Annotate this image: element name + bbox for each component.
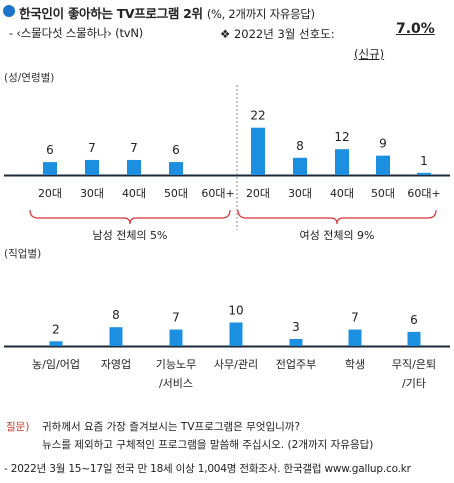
group-bracket <box>29 209 231 225</box>
bar <box>376 155 390 175</box>
data-label: 1 <box>420 154 428 168</box>
x-tick-label: 50대 <box>371 187 395 200</box>
bar <box>49 341 63 346</box>
bar <box>85 159 99 175</box>
x-tick-label: 학생 <box>345 358 365 371</box>
x-tick-label: 40대 <box>330 187 354 200</box>
bar <box>348 329 362 346</box>
x-tick-label: 기능노무 <box>156 358 196 371</box>
data-label: 6 <box>410 313 418 327</box>
x-tick-label: /서비스 <box>159 377 193 390</box>
x-tick-label: 무직/은퇴 <box>392 358 436 371</box>
bar <box>169 162 183 175</box>
data-label: 8 <box>296 139 304 153</box>
occupation-bar-chart: 2 농/임/어업 8 자영업 7 기능노무/서비스 10 사무/관리 3 전업주부 7 학생 6 무직/은… <box>4 304 450 390</box>
x-tick-label: 60대+ <box>201 187 234 200</box>
x-tick-label: 자영업 <box>101 358 131 371</box>
data-label: 7 <box>130 141 138 155</box>
title-bullet-icon <box>3 5 15 17</box>
data-label: 3 <box>292 320 300 334</box>
survey-footnote: - 2022년 3월 15~17일 전국 만 18세 이상 1,004명 전화조… <box>4 463 411 475</box>
new-badge: (신규) <box>354 47 385 61</box>
bar <box>289 338 303 346</box>
bar <box>293 157 307 175</box>
bar <box>335 149 349 175</box>
x-tick-label: 40대 <box>122 187 146 200</box>
section-label-gender-age: (성/연령별) <box>4 72 55 84</box>
x-tick-label: 20대 <box>38 187 62 200</box>
bar <box>169 329 183 346</box>
x-tick-label: 20대 <box>246 187 270 200</box>
question-label: 질문) <box>6 421 30 433</box>
data-label: 7 <box>88 141 96 155</box>
bar <box>251 127 265 175</box>
bar <box>127 159 141 175</box>
x-tick-label: 50대 <box>164 187 188 200</box>
chart-title: 한국인이 좋아하는 TV프로그램 2위 (%, 2개까지 자유응답) <box>19 6 315 21</box>
x-tick-label: 60대+ <box>407 187 440 200</box>
group-label: 여성 전체의 9% <box>299 229 374 240</box>
data-label: 6 <box>172 143 180 157</box>
group-label: 남성 전체의 5% <box>92 229 167 240</box>
x-tick-label: /기타 <box>402 377 426 390</box>
x-tick-label: 30대 <box>80 187 104 200</box>
bar <box>43 162 57 175</box>
data-label: 7 <box>172 311 180 325</box>
data-label: 12 <box>334 130 349 144</box>
title-unit: (%, 2개까지 자유응답) <box>206 7 315 21</box>
bar <box>109 327 123 346</box>
section-label-occupation: (직업별) <box>4 248 42 260</box>
preference-value: 7.0% <box>396 21 435 37</box>
data-label: 8 <box>112 308 120 322</box>
x-tick-label: 30대 <box>288 187 312 200</box>
bar <box>229 322 243 346</box>
x-tick-label: 전업주부 <box>276 358 316 371</box>
data-label: 2 <box>52 322 60 336</box>
question-text-line2: 뉴스를 제외하고 구체적인 프로그램을 말씀해 주십시오. (2개까지 자유응답… <box>42 439 374 451</box>
question-text-line1: 귀하께서 요즘 가장 즐겨보시는 TV프로그램은 무엇입니까? <box>42 421 301 433</box>
data-label: 22 <box>250 109 265 123</box>
data-label: 7 <box>351 311 359 325</box>
bar <box>407 331 421 346</box>
program-subtitle: - ‹스물다섯 스물하나› (tvN) <box>9 26 144 40</box>
data-label: 6 <box>46 143 54 157</box>
x-tick-label: 사무/관리 <box>214 358 258 371</box>
gender-age-bar-chart: 6 20대 7 30대 7 40대 6 50대 60대+ 22 20대 8 30대 12 40대 9 50대 1 6… <box>4 85 450 240</box>
x-tick-label: 농/임/어업 <box>32 358 80 371</box>
data-label: 9 <box>379 137 387 151</box>
bar <box>417 172 431 175</box>
data-label: 10 <box>228 304 243 318</box>
group-bracket <box>237 209 437 225</box>
preference-label: ❖ 2022년 3월 선호도: <box>220 27 335 41</box>
